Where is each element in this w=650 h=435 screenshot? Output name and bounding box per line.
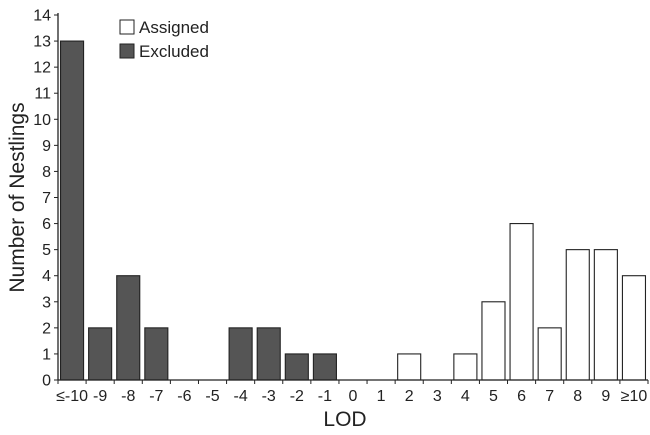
bar-excluded-m9 [88,327,113,381]
legend-label-assigned: Assigned [139,18,209,37]
x-tick-label-5: 5 [489,388,498,405]
x-tick-label-7: 7 [545,388,554,405]
y-tick-label-13: 13 [33,34,51,51]
legend-swatch-assigned [119,19,135,35]
bar-excluded-lem10 [59,40,85,381]
x-tick-label-6: 6 [517,388,526,405]
x-tick-label-m8: -8 [121,388,135,405]
legend-swatch-excluded [119,43,135,59]
bar-assigned-ge10 [621,275,647,381]
x-tick-label-1: 1 [377,388,386,405]
y-tick-label-12: 12 [33,60,51,77]
y-tick-label-1: 1 [42,346,51,363]
bar-assigned-6 [509,223,534,381]
x-tick-label-lem10: ≤-10 [56,388,88,405]
y-tick-label-0: 0 [42,373,51,390]
bar-excluded-m4 [228,327,253,381]
bar-assigned-7 [537,327,562,381]
bar-excluded-m3 [256,327,281,381]
x-tick-label-3: 3 [433,388,442,405]
x-tick-label-m3: -3 [262,388,276,405]
x-tick-label-ge10: ≥10 [621,388,648,405]
bar-assigned-5 [481,301,506,381]
x-axis-title: LOD [323,408,366,431]
y-tick-label-6: 6 [42,216,51,233]
y-tick-label-4: 4 [42,268,51,285]
x-axis-ticks: ≤-10 -9 -8 -7 -6 -5 -4 -3 -2 -1 0 1 2 3 4 5 6 7 8 9 ≥10 [56,380,649,405]
bar-excluded-m8 [116,275,141,381]
bar-excluded-m1 [312,353,337,381]
x-tick-label-m1: -1 [318,388,332,405]
bar-excluded-m2 [284,353,309,381]
x-tick-label-2: 2 [405,388,414,405]
legend: Assigned Excluded [119,18,209,61]
x-tick-label-m4: -4 [234,388,248,405]
bar-excluded-m7 [144,327,169,381]
y-axis-title: Number of Nestlings [6,102,29,292]
y-tick-label-14: 14 [33,8,51,25]
x-tick-label-8: 8 [573,388,582,405]
y-tick-label-8: 8 [42,164,51,181]
x-tick-label-m5: -5 [205,388,219,405]
legend-label-excluded: Excluded [139,42,209,61]
bar-assigned-8 [565,249,590,381]
bar-assigned-4 [453,353,478,381]
y-tick-label-5: 5 [42,242,51,259]
y-tick-label-2: 2 [42,320,51,337]
x-tick-label-4: 4 [461,388,470,405]
y-tick-label-3: 3 [42,294,51,311]
x-tick-label-0: 0 [349,388,358,405]
x-tick-label-m6: -6 [177,388,191,405]
x-tick-label-9: 9 [601,388,610,405]
y-tick-label-11: 11 [34,86,51,103]
y-tick-label-7: 7 [42,190,51,207]
bars-group [59,40,647,381]
x-tick-label-m2: -2 [290,388,304,405]
bar-assigned-9 [593,249,618,381]
y-tick-label-9: 9 [42,138,51,155]
x-tick-label-m9: -9 [93,388,107,405]
x-tick-label-m7: -7 [149,388,163,405]
y-tick-label-10: 10 [33,112,51,129]
bar-assigned-2 [397,353,422,381]
